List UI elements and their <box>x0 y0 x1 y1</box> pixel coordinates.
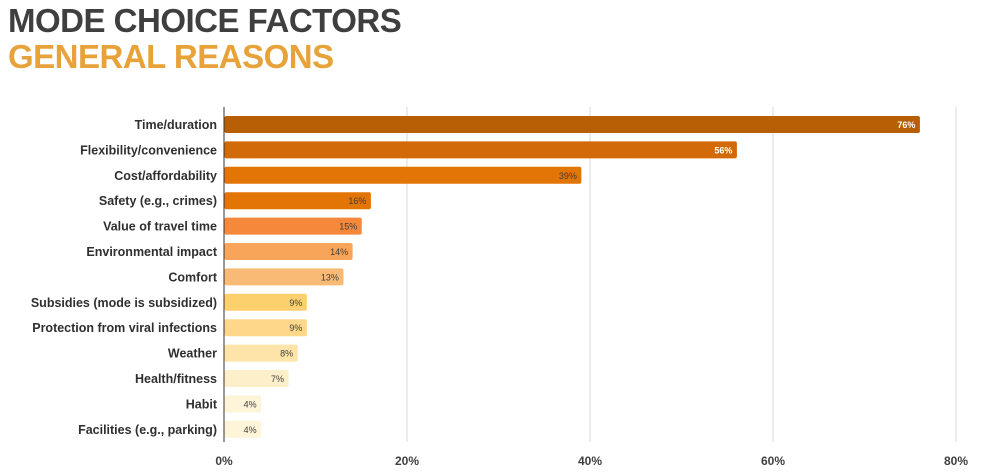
x-tick-label: 60% <box>761 454 785 468</box>
data-label: 14% <box>330 247 348 257</box>
x-tick-label: 20% <box>395 454 419 468</box>
category-label: Health/fitness <box>135 372 217 386</box>
data-label: 56% <box>714 145 732 155</box>
category-label: Facilities (e.g., parking) <box>78 423 217 437</box>
bar <box>224 370 289 387</box>
data-label: 8% <box>280 349 293 359</box>
bar <box>224 293 307 311</box>
data-label: 9% <box>289 298 302 308</box>
data-label: 7% <box>271 374 284 384</box>
bar <box>224 395 262 413</box>
bar <box>224 116 920 133</box>
category-label: Time/duration <box>135 118 217 132</box>
bar <box>224 319 307 337</box>
data-label: 39% <box>559 171 577 181</box>
x-tick-label: 40% <box>578 454 602 468</box>
bar <box>224 344 298 362</box>
data-label: 76% <box>897 120 915 130</box>
category-label: Cost/affordability <box>114 169 217 183</box>
category-label: Subsidies (mode is subsidized) <box>31 296 217 310</box>
data-label: 16% <box>348 196 366 206</box>
category-label: Value of travel time <box>103 220 217 234</box>
bar <box>224 141 737 159</box>
category-label: Weather <box>168 347 217 361</box>
category-label: Comfort <box>168 270 217 284</box>
category-label: Habit <box>186 397 218 411</box>
data-label: 4% <box>244 425 257 435</box>
category-label: Protection from viral infections <box>32 321 217 335</box>
x-tick-label: 80% <box>944 454 968 468</box>
category-label: Environmental impact <box>86 245 217 259</box>
bar <box>224 243 353 260</box>
category-label: Safety (e.g., crimes) <box>99 194 217 208</box>
bar <box>224 192 371 210</box>
chart-subtitle: GENERAL REASONS <box>8 38 334 75</box>
data-label: 13% <box>321 272 339 282</box>
data-label: 15% <box>339 222 357 232</box>
bar <box>224 268 344 286</box>
bar <box>224 420 262 438</box>
chart-title: MODE CHOICE FACTORS <box>8 2 402 39</box>
category-label: Flexibility/convenience <box>80 143 217 157</box>
data-label: 4% <box>244 399 257 409</box>
x-tick-label: 0% <box>215 454 233 468</box>
bar <box>224 166 582 184</box>
data-label: 9% <box>289 323 302 333</box>
bar <box>224 217 362 235</box>
